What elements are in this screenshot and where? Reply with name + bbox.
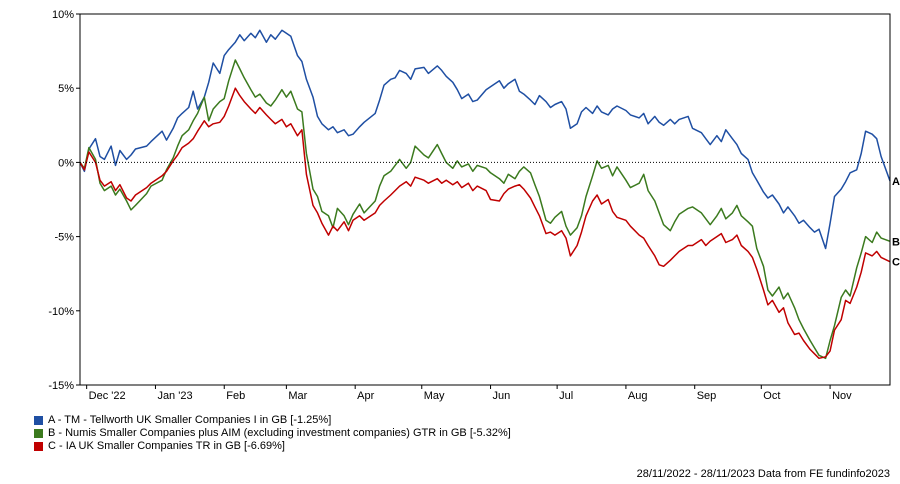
x-tick-label: Oct (763, 390, 780, 402)
legend: A - TM - Tellworth UK Smaller Companies … (34, 414, 511, 453)
series-layer (79, 29, 891, 360)
legend-swatch-b (34, 429, 43, 438)
end-labels: A BC (892, 176, 900, 269)
x-tick-label: May (424, 390, 445, 402)
legend-swatch-a (34, 416, 43, 425)
y-tick-label: 0% (58, 157, 74, 169)
x-tick-label: Apr (357, 390, 374, 402)
end-label-c: C (892, 257, 900, 269)
footer-period: 28/11/2022 - 28/11/2023 (636, 468, 755, 480)
y-tick-label: -10% (48, 306, 74, 318)
end-label-a: A (892, 176, 900, 188)
y-tick-label: -15% (48, 380, 74, 392)
y-tick-label: -5% (54, 232, 74, 244)
performance-chart: 10% 5% 0% -5% -10% -15% Dec '22 Jan '23 Feb Mar A… (48, 9, 900, 402)
x-tick-label: Aug (628, 390, 648, 402)
y-axis: 10% 5% 0% -5% -10% -15% (48, 9, 80, 392)
footer-source: Data from FE fundinfo2023 (757, 468, 890, 480)
series-line-c (79, 87, 891, 360)
x-tick-label: Feb (226, 390, 245, 402)
x-tick-label: Nov (832, 390, 852, 402)
y-tick-label: 10% (52, 9, 74, 21)
y-tick-label: 5% (58, 83, 74, 95)
legend-item-b: B - Numis Smaller Companies plus AIM (ex… (34, 427, 511, 440)
x-axis: Dec '22 Jan '23 Feb Mar Apr May Jun Jul Aug Sep Oc… (86, 385, 852, 402)
legend-item-c: C - IA UK Smaller Companies TR in GB [-6… (34, 440, 511, 453)
plot-frame (79, 13, 891, 386)
end-label-b: B (892, 236, 900, 248)
x-tick-label: Sep (697, 390, 717, 402)
series-line-a (79, 29, 891, 250)
x-tick-label: Dec '22 (89, 390, 126, 402)
legend-label-b: B - Numis Smaller Companies plus AIM (ex… (48, 427, 511, 439)
x-tick-label: Jan '23 (157, 390, 192, 402)
footer: 28/11/2022 - 28/11/2023 Data from FE fun… (637, 468, 890, 480)
x-tick-label: Mar (288, 390, 307, 402)
x-tick-label: Jun (493, 390, 511, 402)
legend-swatch-c (34, 442, 43, 451)
x-tick-label: Jul (559, 390, 573, 402)
legend-item-a: A - TM - Tellworth UK Smaller Companies … (34, 414, 511, 427)
legend-label-c: C - IA UK Smaller Companies TR in GB [-6… (48, 440, 285, 452)
series-line-b (79, 59, 891, 360)
legend-label-a: A - TM - Tellworth UK Smaller Companies … (48, 414, 332, 426)
